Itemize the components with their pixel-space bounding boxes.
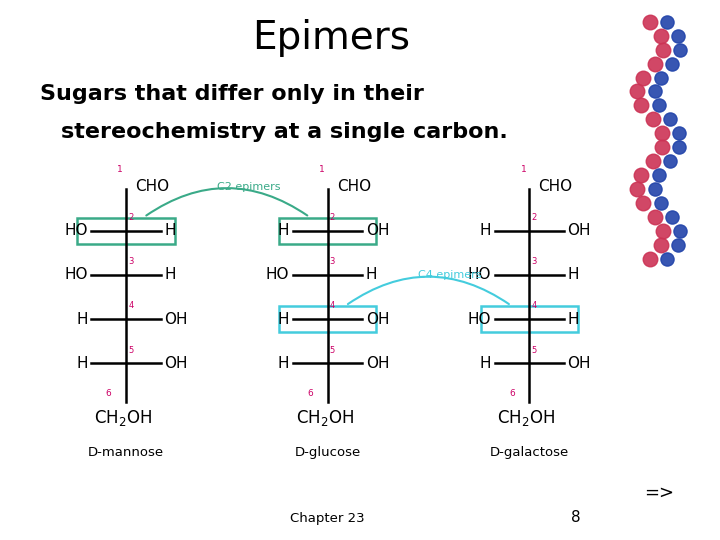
Point [664, 115, 675, 124]
Text: D-glucose: D-glucose [294, 446, 361, 459]
Text: 4: 4 [128, 301, 133, 310]
Point [644, 17, 656, 26]
Text: OH: OH [567, 223, 591, 238]
Point [655, 199, 667, 207]
Text: H: H [480, 223, 491, 238]
Point [644, 255, 656, 264]
Text: H: H [567, 312, 579, 327]
Text: HO: HO [467, 312, 491, 327]
Text: H: H [567, 267, 579, 282]
Text: 5: 5 [531, 346, 536, 355]
Point [647, 157, 658, 166]
Point [649, 213, 661, 221]
Text: H: H [278, 223, 289, 238]
Text: C2 epimers: C2 epimers [217, 181, 280, 192]
Text: CHO: CHO [135, 179, 169, 194]
Point [653, 101, 665, 110]
Point [657, 227, 668, 235]
Text: 5: 5 [330, 346, 335, 355]
Text: stereochemistry at a single carbon.: stereochemistry at a single carbon. [61, 122, 508, 141]
Text: OH: OH [366, 312, 390, 327]
Text: 3: 3 [531, 257, 536, 266]
Point [662, 17, 673, 26]
Text: OH: OH [366, 356, 390, 371]
Text: 2: 2 [128, 213, 133, 222]
Text: D-galactose: D-galactose [490, 446, 569, 459]
Point [674, 227, 685, 235]
Text: OH: OH [567, 356, 591, 371]
Text: Sugars that differ only in their: Sugars that differ only in their [40, 84, 423, 104]
Text: OH: OH [366, 223, 390, 238]
Point [636, 171, 647, 180]
Text: 6: 6 [106, 389, 112, 398]
Text: H: H [480, 356, 491, 371]
Text: $\mathregular{CH_2OH}$: $\mathregular{CH_2OH}$ [498, 408, 555, 428]
Text: =>: => [644, 484, 674, 502]
Text: 3: 3 [330, 257, 335, 266]
Text: Epimers: Epimers [252, 19, 410, 57]
Point [653, 171, 665, 180]
Point [673, 143, 685, 152]
Text: CHO: CHO [539, 179, 572, 194]
Point [647, 115, 658, 124]
Point [638, 73, 649, 82]
Point [655, 73, 667, 82]
Text: HO: HO [467, 267, 491, 282]
Text: H: H [164, 223, 176, 238]
Text: 1: 1 [117, 165, 123, 174]
Text: 3: 3 [128, 257, 133, 266]
Text: H: H [278, 312, 289, 327]
Text: C4 epimers: C4 epimers [418, 270, 482, 280]
Text: CHO: CHO [337, 179, 371, 194]
Point [631, 185, 643, 194]
Text: OH: OH [164, 356, 188, 371]
Text: $\mathregular{CH_2OH}$: $\mathregular{CH_2OH}$ [94, 408, 152, 428]
Point [672, 241, 683, 249]
Point [664, 157, 675, 166]
Text: H: H [76, 356, 88, 371]
Point [674, 45, 685, 54]
Point [638, 199, 649, 207]
Text: $\mathregular{CH_2OH}$: $\mathregular{CH_2OH}$ [296, 408, 354, 428]
Text: H: H [76, 312, 88, 327]
Text: 5: 5 [128, 346, 133, 355]
Text: 4: 4 [330, 301, 335, 310]
Point [649, 87, 660, 96]
Point [636, 101, 647, 110]
Bar [279, 218, 376, 244]
Text: H: H [164, 267, 176, 282]
Text: HO: HO [266, 267, 289, 282]
Text: 2: 2 [531, 213, 536, 222]
Point [667, 59, 678, 68]
Point [662, 255, 673, 264]
Text: 6: 6 [509, 389, 515, 398]
Text: HO: HO [64, 267, 88, 282]
Point [631, 87, 643, 96]
Text: 6: 6 [307, 389, 313, 398]
Text: 8: 8 [571, 510, 581, 525]
Point [673, 129, 685, 138]
Text: H: H [366, 267, 377, 282]
Point [672, 31, 683, 40]
Point [649, 185, 660, 194]
Text: 1: 1 [521, 165, 526, 174]
Text: HO: HO [64, 223, 88, 238]
Point [657, 45, 668, 54]
Bar [279, 306, 376, 332]
Text: H: H [278, 356, 289, 371]
Point [654, 31, 666, 40]
Text: 4: 4 [531, 301, 536, 310]
Point [656, 129, 667, 138]
Text: D-mannose: D-mannose [88, 446, 164, 459]
Text: 2: 2 [330, 213, 335, 222]
Bar [481, 306, 577, 332]
Point [667, 213, 678, 221]
Bar [78, 218, 174, 244]
Text: OH: OH [164, 312, 188, 327]
Text: 1: 1 [319, 165, 325, 174]
Text: Chapter 23: Chapter 23 [290, 512, 365, 525]
Point [656, 143, 667, 152]
Point [649, 59, 661, 68]
Point [654, 241, 666, 249]
